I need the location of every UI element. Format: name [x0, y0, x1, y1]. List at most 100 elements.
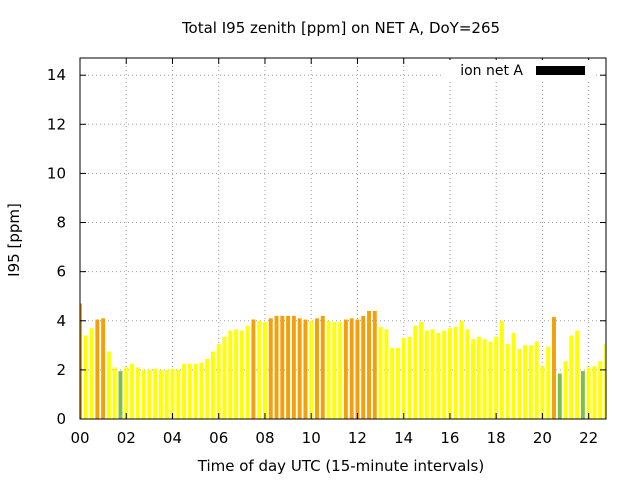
x-tick-label: 18: [487, 429, 506, 447]
bar: [528, 345, 533, 419]
bar: [147, 369, 152, 419]
bar: [291, 315, 296, 419]
x-tick-label: 10: [302, 429, 321, 447]
bar: [309, 320, 314, 419]
bar: [580, 371, 585, 419]
bar: [499, 320, 504, 419]
bar: [245, 325, 250, 419]
y-tick-label: 10: [47, 164, 66, 182]
bar: [598, 361, 603, 419]
bar: [482, 339, 487, 419]
bar: [320, 315, 325, 419]
x-tick-label: 14: [394, 429, 413, 447]
y-tick-label: 6: [56, 263, 66, 281]
bar: [315, 318, 319, 419]
bar: [95, 319, 100, 419]
bar: [89, 328, 94, 419]
x-tick-label: 04: [163, 429, 182, 447]
bar: [187, 363, 192, 419]
bar: [569, 335, 574, 419]
bar: [465, 329, 470, 419]
bar: [407, 336, 412, 419]
bar: [586, 367, 591, 419]
bar: [563, 361, 568, 419]
bar: [471, 339, 476, 419]
y-tick-label: 4: [56, 312, 66, 330]
bar: [193, 363, 198, 419]
bar: [540, 366, 545, 419]
x-tick-label: 06: [209, 429, 228, 447]
bar: [141, 369, 146, 419]
bar: [436, 333, 441, 419]
bar: [135, 367, 140, 419]
bar: [274, 315, 279, 419]
bar: [280, 315, 285, 419]
bar: [552, 317, 556, 419]
bar: [343, 319, 348, 419]
bar: [130, 363, 134, 419]
bar: [205, 358, 210, 419]
bar: [367, 310, 371, 419]
bar: [268, 318, 273, 419]
bar: [83, 335, 88, 419]
bar: [170, 368, 175, 419]
bar: [239, 330, 244, 419]
bar: [546, 346, 551, 419]
plot-frame: [79, 57, 607, 420]
y-tick-label: 2: [56, 361, 66, 379]
y-tick-label: 0: [56, 410, 66, 428]
bars: [80, 303, 606, 419]
bar: [101, 318, 106, 419]
legend-swatch: [536, 66, 585, 75]
chart-title: Total I95 zenith [ppm] on NET A, DoY=265: [181, 19, 500, 37]
bar: [378, 326, 383, 419]
bar: [303, 319, 308, 419]
bar: [355, 319, 360, 419]
x-tick-label: 08: [255, 429, 274, 447]
bar: [494, 336, 499, 419]
x-axis-label: Time of day UTC (15-minute intervals): [197, 457, 484, 475]
bar: [80, 303, 82, 419]
bar: [517, 349, 522, 419]
bar: [442, 330, 447, 419]
bar: [557, 373, 562, 419]
y-tick-label: 14: [47, 66, 66, 84]
bar: [286, 315, 291, 419]
x-tick-label: 00: [70, 429, 89, 447]
bar: [505, 344, 510, 419]
x-tick-label: 12: [348, 429, 367, 447]
bar: [424, 330, 429, 419]
bar: [263, 321, 267, 419]
grid: [80, 58, 606, 419]
bar: [158, 369, 163, 419]
y-tick-label: 12: [47, 115, 66, 133]
x-tick-label: 22: [579, 429, 598, 447]
bar: [338, 321, 343, 419]
bar: [199, 362, 204, 419]
bar: [604, 344, 606, 419]
bar: [523, 345, 528, 419]
bar: [384, 329, 389, 419]
bar: [210, 351, 215, 419]
bar: [228, 330, 233, 419]
bar: [153, 368, 158, 419]
bar: [372, 310, 377, 419]
x-tick-label: 20: [533, 429, 552, 447]
bar: [430, 329, 435, 419]
bar: [419, 321, 423, 419]
y-tick-labels: 0 2 4 6 8 10 12 14: [47, 66, 66, 428]
bar: [106, 351, 111, 419]
legend: ion net A: [444, 60, 596, 80]
bar: [124, 367, 129, 419]
x-tick-label: 16: [440, 429, 459, 447]
bar: [401, 337, 406, 419]
bar: [216, 344, 221, 419]
x-tick-label: 02: [117, 429, 136, 447]
bar: [592, 366, 597, 419]
bar: [118, 371, 123, 419]
bar: [182, 363, 187, 419]
bar: [361, 315, 366, 419]
bar: [332, 321, 337, 419]
bar: [413, 325, 418, 419]
